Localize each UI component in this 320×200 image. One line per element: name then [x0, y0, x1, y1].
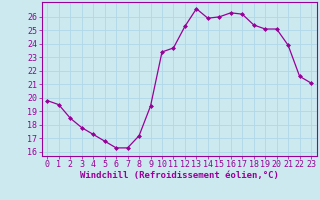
X-axis label: Windchill (Refroidissement éolien,°C): Windchill (Refroidissement éolien,°C): [80, 171, 279, 180]
